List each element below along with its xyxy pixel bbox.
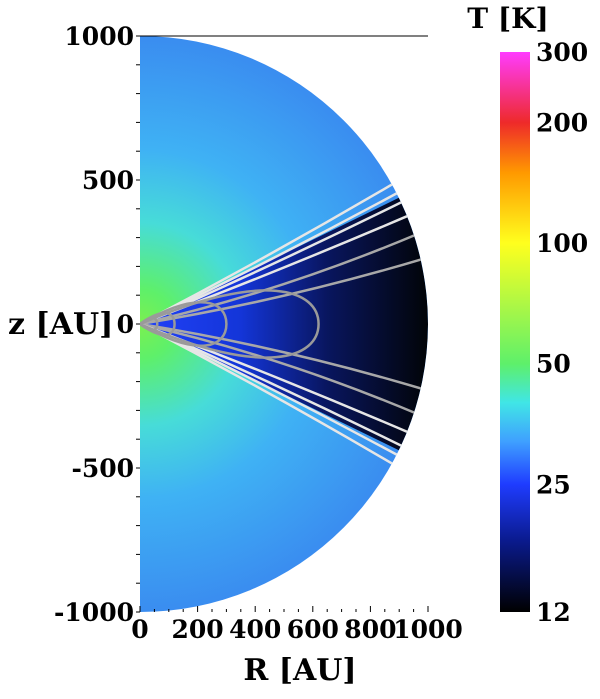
y-minor-ticks <box>136 35 140 613</box>
y-tick-label: -1000 <box>54 598 134 627</box>
density-contour-line <box>140 180 398 326</box>
x-axis-title: R [AU] <box>243 653 356 688</box>
colorbar-tick-label: 200 <box>536 109 588 138</box>
colorbar-tick-label: 300 <box>536 38 588 67</box>
colorbar: T [K] 300 200 100 50 25 12 <box>467 2 588 627</box>
x-minor-ticks <box>139 606 429 612</box>
y-axis-title: z [AU] <box>8 307 113 342</box>
colorbar-gradient-bar <box>500 52 530 612</box>
y-tick-label: 500 <box>82 166 134 195</box>
density-contour-loop <box>140 316 159 332</box>
colorbar-tick-label: 12 <box>536 598 571 627</box>
x-tick-label: 600 <box>287 615 339 644</box>
colorbar-tick-labels: 300 200 100 50 25 12 <box>536 38 588 627</box>
density-contour-loop <box>140 301 228 347</box>
density-contour-line <box>140 322 420 416</box>
x-tick-label: 200 <box>172 615 224 644</box>
density-contour-line <box>140 232 420 326</box>
plot-area <box>136 35 429 613</box>
y-tick-labels: 1000 500 0 -500 -1000 <box>54 22 134 627</box>
density-contour-line <box>140 322 398 468</box>
density-contours <box>140 180 427 468</box>
disk-region <box>140 197 428 451</box>
y-tick-label: -500 <box>71 454 134 483</box>
y-tick-label: 1000 <box>64 22 134 51</box>
x-tick-label: 400 <box>229 615 281 644</box>
x-tick-label: 1000 <box>393 615 463 644</box>
x-tick-label: 0 <box>131 615 148 644</box>
x-tick-label: 800 <box>344 615 396 644</box>
density-contour-line <box>140 256 427 326</box>
density-contour-loop <box>140 312 176 336</box>
y-tick-label: 0 <box>117 310 134 339</box>
density-contour-loop <box>140 289 320 359</box>
colorbar-title: T [K] <box>467 2 548 35</box>
colorbar-tick-label: 100 <box>536 229 588 258</box>
density-contour-line <box>140 322 427 392</box>
colorbar-tick-label: 25 <box>536 470 571 499</box>
colorbar-tick-label: 50 <box>536 350 571 379</box>
